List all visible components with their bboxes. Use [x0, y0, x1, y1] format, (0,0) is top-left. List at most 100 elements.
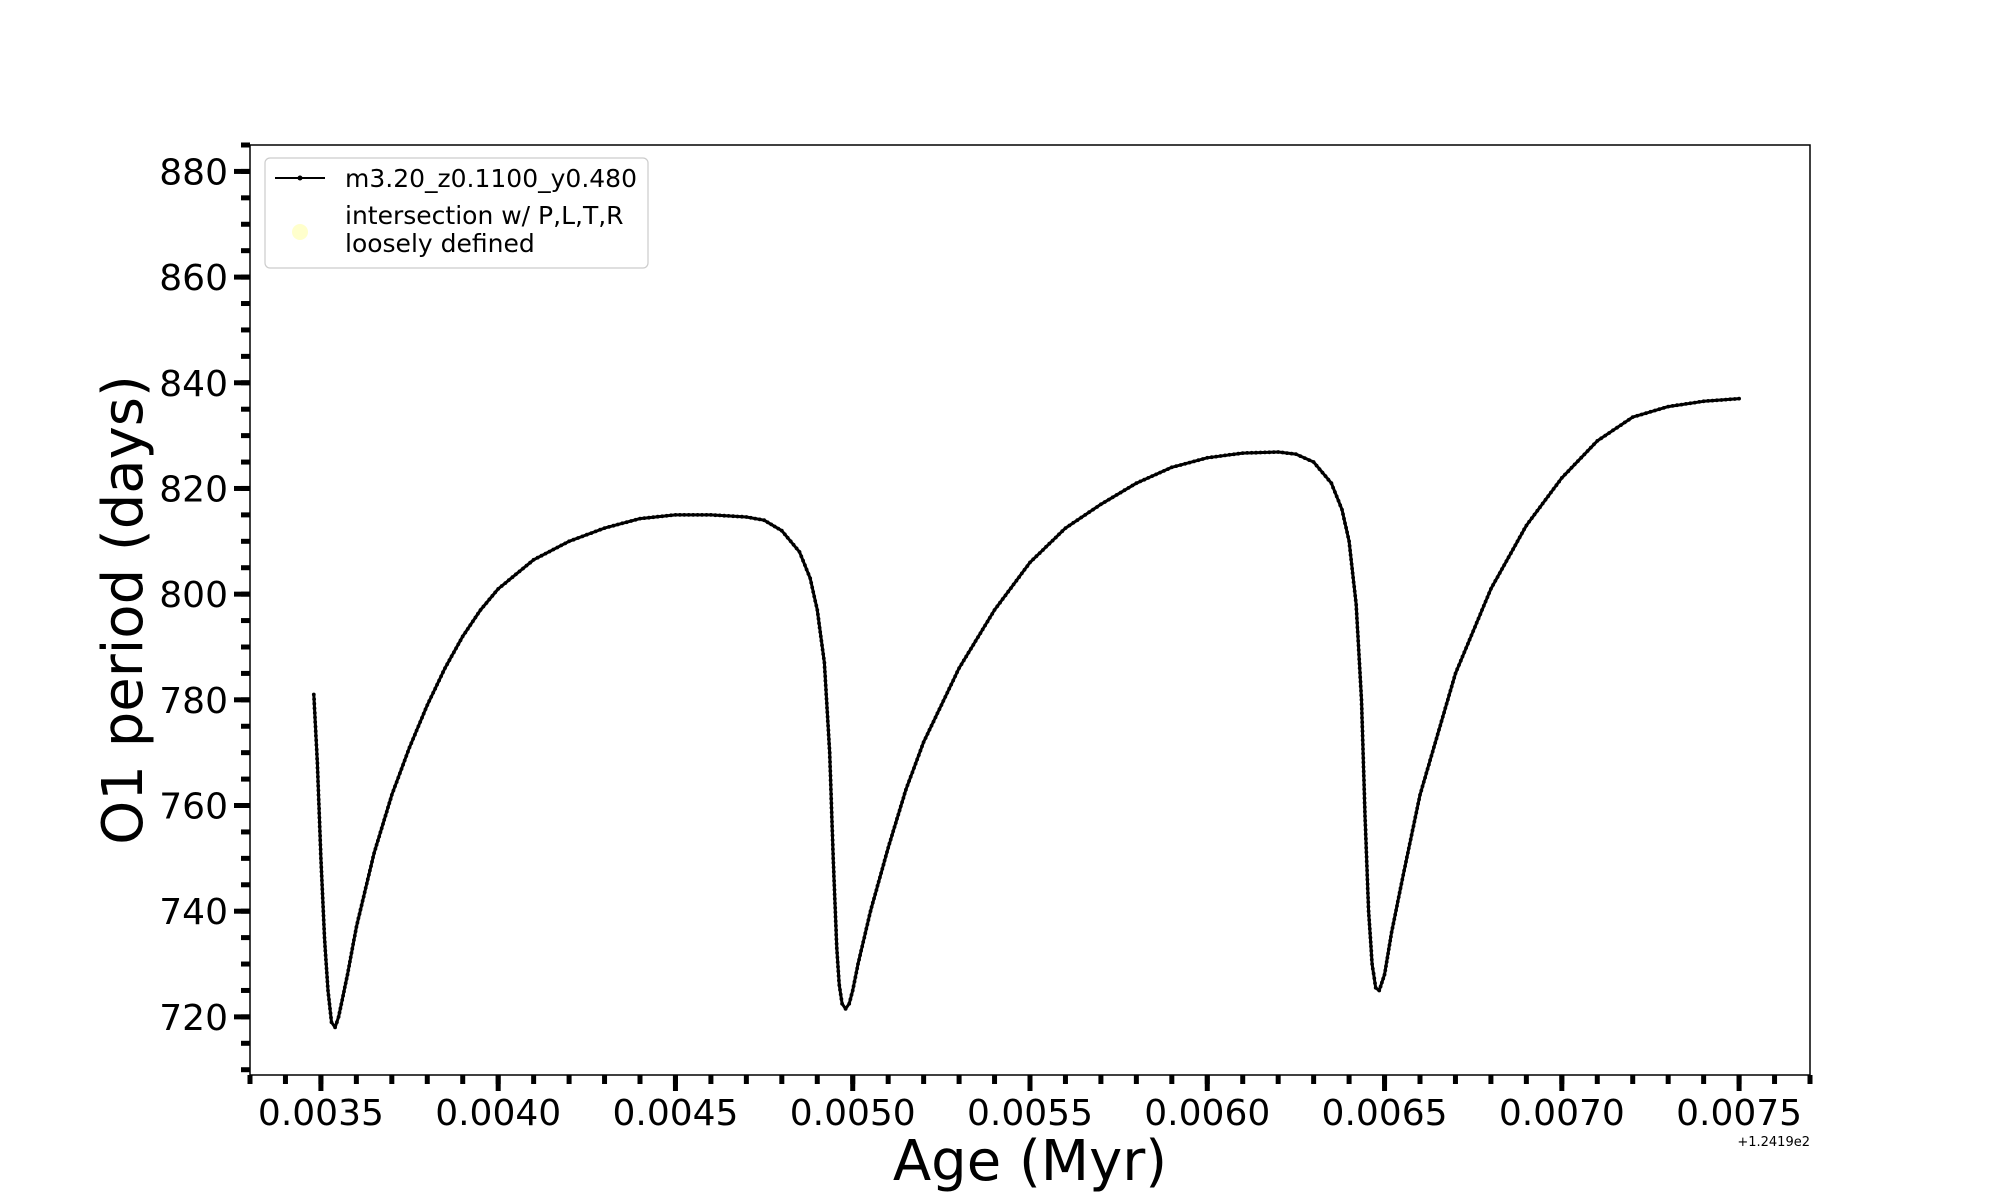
series-point	[341, 993, 345, 998]
series-point	[1417, 797, 1421, 802]
series-point	[1432, 745, 1436, 750]
series-point	[1110, 495, 1115, 500]
series-point	[1485, 595, 1490, 600]
series-point	[961, 658, 966, 663]
series-point	[1363, 832, 1368, 837]
series-point	[817, 621, 821, 626]
series-point	[316, 779, 320, 784]
series-point	[367, 872, 371, 877]
series-point	[1706, 399, 1710, 403]
series-point	[861, 940, 866, 944]
series-point	[1205, 455, 1210, 460]
series-point	[1356, 639, 1361, 643]
series-point	[785, 535, 790, 540]
series-point	[825, 705, 829, 710]
series-point	[437, 678, 441, 683]
series-point	[830, 828, 835, 833]
series-point	[337, 1010, 342, 1015]
series-point	[828, 773, 833, 778]
series-point	[1435, 732, 1440, 737]
series-point	[321, 904, 325, 909]
series-point	[837, 983, 842, 988]
series-point	[1527, 519, 1531, 524]
series-point	[1342, 516, 1346, 521]
series-point	[1142, 477, 1147, 482]
series-point	[1599, 436, 1604, 441]
series-point	[318, 847, 323, 852]
series-point	[1365, 882, 1370, 886]
series-point	[1154, 472, 1158, 477]
series-point	[1359, 706, 1364, 711]
series-point	[1359, 693, 1364, 698]
series-point	[896, 812, 901, 817]
series-point	[1506, 555, 1511, 560]
series-point	[1158, 470, 1162, 475]
series-point	[1357, 661, 1362, 666]
series-point	[840, 1001, 844, 1006]
series-point	[1416, 801, 1420, 806]
series-point	[824, 687, 828, 692]
legend-circle-marker	[292, 224, 308, 240]
series-point	[791, 542, 796, 547]
series-point	[660, 514, 665, 519]
series-point	[835, 955, 840, 960]
series-point	[499, 584, 504, 588]
series-point	[1360, 729, 1365, 733]
series-point	[396, 775, 401, 780]
series-point	[1102, 500, 1107, 504]
series-point	[941, 699, 946, 703]
series-point	[825, 710, 830, 715]
series-point	[1359, 688, 1363, 693]
series-point	[1340, 507, 1344, 512]
series-point	[824, 696, 829, 701]
series-point	[589, 531, 594, 535]
series-point	[1366, 891, 1370, 895]
series-point	[823, 674, 828, 679]
series-point	[833, 910, 838, 915]
series-point	[1348, 548, 1352, 553]
series-point	[1338, 503, 1343, 508]
series-point	[971, 643, 976, 647]
series-point	[317, 811, 322, 815]
series-point	[678, 513, 682, 517]
series-point	[828, 782, 833, 787]
series-point	[1382, 972, 1387, 977]
series-point	[1543, 497, 1548, 502]
series-point	[1361, 769, 1366, 774]
series-point	[323, 944, 327, 949]
series-point	[1285, 451, 1289, 455]
series-point	[864, 926, 869, 931]
series-point	[978, 631, 983, 636]
series-point	[713, 513, 718, 518]
series-point	[1551, 487, 1556, 491]
series-point	[853, 975, 858, 980]
series-point	[831, 856, 836, 861]
series-point	[325, 984, 330, 988]
series-point	[1365, 868, 1369, 873]
x-tick-label: 0.0065	[1322, 1093, 1448, 1134]
series-point	[389, 793, 394, 797]
series-point	[1453, 671, 1458, 676]
series-point	[859, 948, 863, 953]
series-point	[943, 695, 948, 699]
series-point	[347, 964, 351, 968]
series-point	[471, 619, 475, 624]
series-point	[1364, 859, 1369, 864]
series-point	[757, 517, 762, 522]
series-point	[921, 740, 926, 744]
series-point	[387, 801, 392, 806]
series-point	[902, 791, 907, 796]
series-point	[1334, 494, 1339, 499]
series-point	[379, 826, 384, 831]
series-point	[815, 608, 820, 612]
series-point	[1372, 976, 1377, 981]
series-point	[1362, 791, 1367, 796]
series-point	[1394, 908, 1398, 913]
series-point	[1391, 921, 1396, 926]
series-point	[1462, 650, 1467, 655]
series-point	[1349, 557, 1353, 562]
series-point	[524, 563, 529, 568]
series-point	[1000, 597, 1005, 601]
series-point	[368, 868, 372, 873]
series-point	[1037, 551, 1042, 555]
